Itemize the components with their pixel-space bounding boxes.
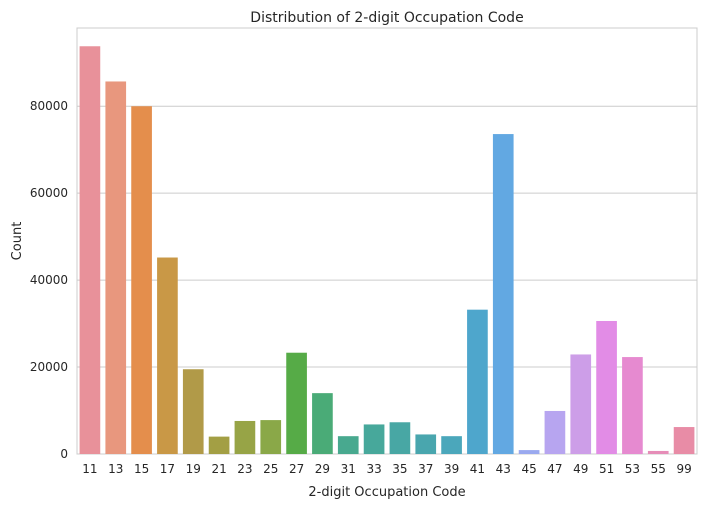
x-tick-label: 47 (547, 462, 562, 476)
plot-area (76, 27, 698, 455)
bar-25 (260, 420, 282, 454)
y-tick-labels: 0 20000 40000 60000 80000 (30, 99, 68, 461)
x-tick-label: 21 (211, 462, 226, 476)
bar-43 (492, 134, 514, 454)
x-tick-label: 29 (315, 462, 330, 476)
x-tick-label: 31 (341, 462, 356, 476)
x-tick-label: 25 (263, 462, 278, 476)
x-tick-label: 15 (134, 462, 149, 476)
bar-21 (208, 436, 230, 454)
x-tick-label: 33 (366, 462, 381, 476)
bar-31 (337, 436, 359, 454)
x-tick-label: 99 (676, 462, 691, 476)
bar-99 (673, 427, 695, 454)
x-tick-label: 51 (599, 462, 614, 476)
x-tick-label: 53 (625, 462, 640, 476)
x-tick-label: 19 (186, 462, 201, 476)
bar-49 (570, 354, 592, 454)
x-tick-label: 45 (521, 462, 536, 476)
x-tick-label: 17 (160, 462, 175, 476)
bar-39 (441, 436, 462, 454)
bar-13 (105, 81, 127, 454)
bar-51 (596, 320, 617, 454)
y-tick-label: 0 (60, 447, 68, 461)
x-tick-label: 37 (418, 462, 433, 476)
x-tick-label: 13 (108, 462, 123, 476)
bar-15 (131, 106, 152, 454)
bar-41 (467, 309, 488, 454)
bar-23 (234, 420, 256, 454)
bar-29 (312, 393, 333, 454)
x-tick-label: 35 (392, 462, 407, 476)
x-tick-labels: 11 13 15 17 19 21 23 25 27 29 31 33 35 37 39 41 43 45 47 49… (82, 462, 691, 476)
bar-47 (544, 410, 566, 454)
x-tick-label: 27 (289, 462, 304, 476)
bar-17 (157, 257, 178, 454)
bar-33 (363, 424, 385, 454)
x-tick-label: 23 (237, 462, 252, 476)
bar-11 (79, 46, 101, 454)
bar-45 (518, 450, 540, 454)
bar-19 (182, 369, 204, 454)
gridlines (77, 105, 697, 368)
chart-title: Distribution of 2-digit Occupation Code (250, 10, 523, 26)
bar-55 (647, 450, 669, 454)
x-tick-label: 11 (82, 462, 97, 476)
x-tick-label: 49 (573, 462, 588, 476)
x-tick-label: 55 (651, 462, 666, 476)
bar-27 (286, 352, 307, 454)
bar-37 (415, 434, 437, 454)
x-axis-label: 2-digit Occupation Code (308, 485, 465, 500)
bar-53 (622, 357, 643, 454)
y-tick-label: 40000 (30, 273, 68, 287)
y-axis-label: Count (10, 222, 25, 261)
bar-35 (389, 422, 411, 454)
y-tick-label: 20000 (30, 360, 68, 374)
x-tick-label: 43 (496, 462, 511, 476)
bars (79, 46, 695, 454)
x-tick-label: 41 (470, 462, 485, 476)
y-tick-label: 80000 (30, 99, 68, 113)
y-tick-label: 60000 (30, 186, 68, 200)
x-tick-label: 39 (444, 462, 459, 476)
